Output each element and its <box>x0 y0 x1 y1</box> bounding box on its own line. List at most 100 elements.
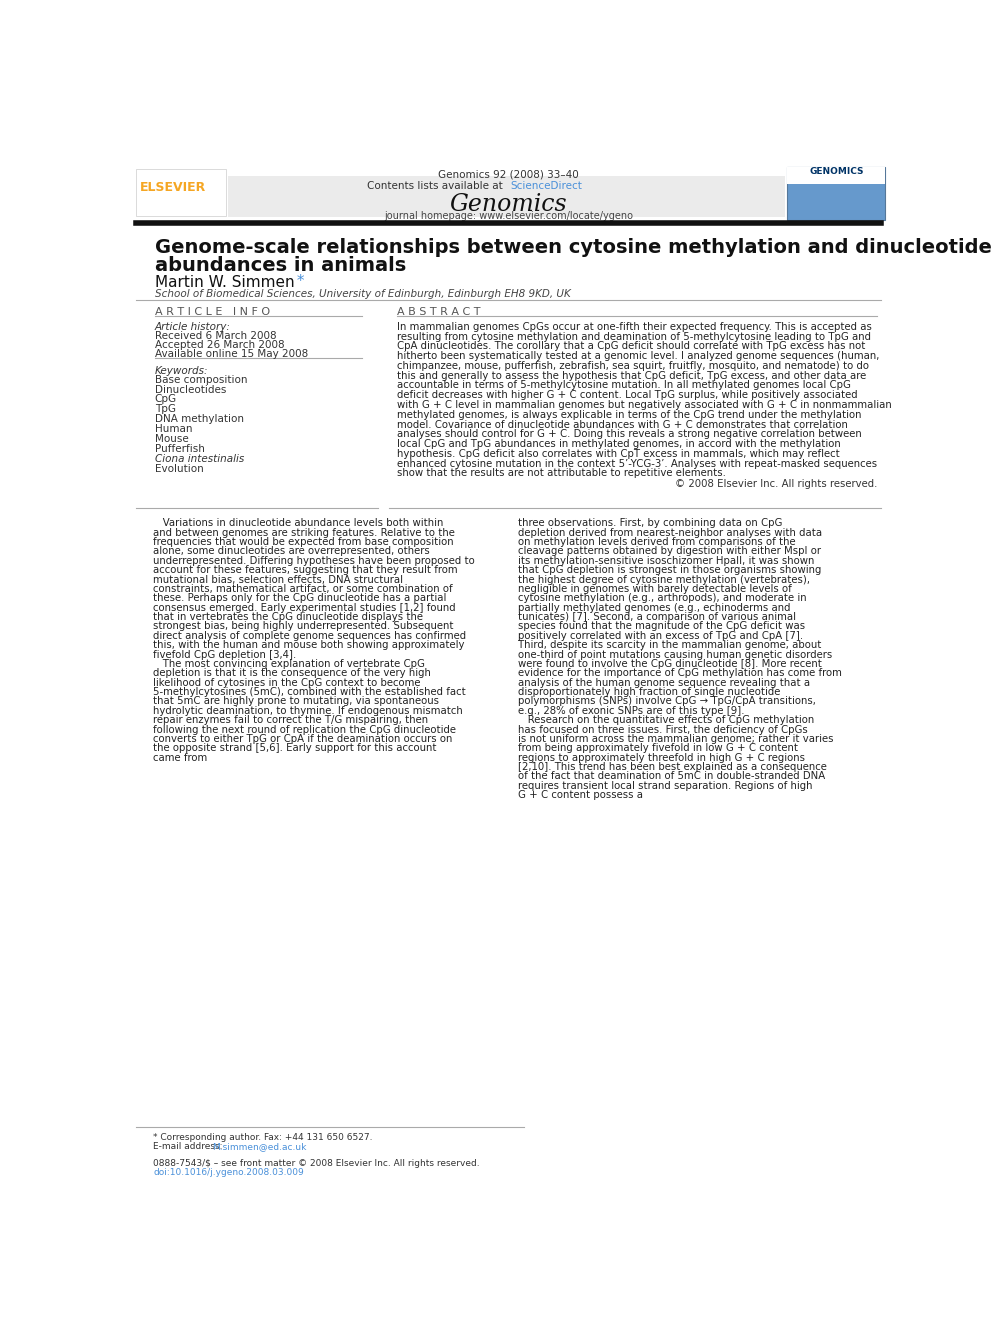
FancyBboxPatch shape <box>788 167 885 184</box>
Text: likelihood of cytosines in the CpG context to become: likelihood of cytosines in the CpG conte… <box>153 677 421 688</box>
Text: this and generally to assess the hypothesis that CpG deficit, TpG excess, and ot: this and generally to assess the hypothe… <box>397 370 866 381</box>
Text: direct analysis of complete genome sequences has confirmed: direct analysis of complete genome seque… <box>153 631 466 640</box>
Text: School of Biomedical Sciences, University of Edinburgh, Edinburgh EH8 9KD, UK: School of Biomedical Sciences, Universit… <box>155 290 570 299</box>
Text: that 5mC are highly prone to mutating, via spontaneous: that 5mC are highly prone to mutating, v… <box>153 696 439 706</box>
Text: from being approximately fivefold in low G + C content: from being approximately fivefold in low… <box>519 744 799 753</box>
Text: model. Covariance of dinucleotide abundances with G + C demonstrates that correl: model. Covariance of dinucleotide abunda… <box>397 419 848 430</box>
Text: hitherto been systematically tested at a genomic level. I analyzed genome sequen: hitherto been systematically tested at a… <box>397 351 879 361</box>
Text: Martin W. Simmen: Martin W. Simmen <box>155 275 295 290</box>
Text: the opposite strand [5,6]. Early support for this account: the opposite strand [5,6]. Early support… <box>153 744 436 753</box>
Text: In mammalian genomes CpGs occur at one-fifth their expected frequency. This is a: In mammalian genomes CpGs occur at one-f… <box>397 321 872 332</box>
Text: A B S T R A C T: A B S T R A C T <box>397 307 480 318</box>
Text: Genome-scale relationships between cytosine methylation and dinucleotide: Genome-scale relationships between cytos… <box>155 238 992 257</box>
Text: Pufferfish: Pufferfish <box>155 445 204 454</box>
Text: e.g., 28% of exonic SNPs are of this type [9].: e.g., 28% of exonic SNPs are of this typ… <box>519 705 745 716</box>
Text: consensus emerged. Early experimental studies [1,2] found: consensus emerged. Early experimental st… <box>153 603 456 613</box>
Text: Genomics: Genomics <box>449 193 567 217</box>
Text: cleavage patterns obtained by digestion with either MspI or: cleavage patterns obtained by digestion … <box>519 546 821 557</box>
Text: Base composition: Base composition <box>155 374 247 385</box>
Text: Dinucleotides: Dinucleotides <box>155 385 226 394</box>
Text: Third, despite its scarcity in the mammalian genome, about: Third, despite its scarcity in the mamma… <box>519 640 821 650</box>
Text: 5-methylcytosines (5mC), combined with the established fact: 5-methylcytosines (5mC), combined with t… <box>153 687 466 697</box>
Text: show that the results are not attributable to repetitive elements.: show that the results are not attributab… <box>397 468 726 479</box>
Text: enhanced cytosine mutation in the context 5’-YCG-3’. Analyses with repeat-masked: enhanced cytosine mutation in the contex… <box>397 459 877 468</box>
Text: methylated genomes, is always explicable in terms of the CpG trend under the met: methylated genomes, is always explicable… <box>397 410 861 419</box>
Text: fivefold CpG depletion [3,4].: fivefold CpG depletion [3,4]. <box>153 650 297 660</box>
Text: negligible in genomes with barely detectable levels of: negligible in genomes with barely detect… <box>519 583 793 594</box>
Text: disproportionately high fraction of single nucleotide: disproportionately high fraction of sing… <box>519 687 781 697</box>
Text: Research on the quantitative effects of CpG methylation: Research on the quantitative effects of … <box>519 716 814 725</box>
Text: one-third of point mutations causing human genetic disorders: one-third of point mutations causing hum… <box>519 650 832 660</box>
Text: is not uniform across the mammalian genome; rather it varies: is not uniform across the mammalian geno… <box>519 734 834 744</box>
Text: regions to approximately threefold in high G + C regions: regions to approximately threefold in hi… <box>519 753 806 762</box>
Text: following the next round of replication the CpG dinucleotide: following the next round of replication … <box>153 725 456 734</box>
Text: analysis of the human genome sequence revealing that a: analysis of the human genome sequence re… <box>519 677 810 688</box>
Text: chimpanzee, mouse, pufferfish, zebrafish, sea squirt, fruitfly, mosquito, and ne: chimpanzee, mouse, pufferfish, zebrafish… <box>397 361 869 370</box>
Text: DNA methylation: DNA methylation <box>155 414 244 425</box>
Text: on methylation levels derived from comparisons of the: on methylation levels derived from compa… <box>519 537 796 548</box>
Text: Variations in dinucleotide abundance levels both within: Variations in dinucleotide abundance lev… <box>153 519 443 528</box>
Text: The most convincing explanation of vertebrate CpG: The most convincing explanation of verte… <box>153 659 426 669</box>
Text: mutational bias, selection effects, DNA structural: mutational bias, selection effects, DNA … <box>153 574 403 585</box>
Text: evidence for the importance of CpG methylation has come from: evidence for the importance of CpG methy… <box>519 668 842 679</box>
Text: repair enzymes fail to correct the T/G mispairing, then: repair enzymes fail to correct the T/G m… <box>153 716 429 725</box>
Text: of the fact that deamination of 5mC in double-stranded DNA: of the fact that deamination of 5mC in d… <box>519 771 825 782</box>
Text: Keywords:: Keywords: <box>155 365 208 376</box>
Text: hypothesis. CpG deficit also correlates with CpT excess in mammals, which may re: hypothesis. CpG deficit also correlates … <box>397 448 839 459</box>
Text: requires transient local strand separation. Regions of high: requires transient local strand separati… <box>519 781 812 791</box>
Text: and between genomes are striking features. Relative to the: and between genomes are striking feature… <box>153 528 455 537</box>
Text: strongest bias, being highly underrepresented. Subsequent: strongest bias, being highly underrepres… <box>153 622 453 631</box>
Text: local CpG and TpG abundances in methylated genomes, in accord with the methylati: local CpG and TpG abundances in methylat… <box>397 439 840 448</box>
Text: positively correlated with an excess of TpG and CpA [7].: positively correlated with an excess of … <box>519 631 804 640</box>
Text: depletion is that it is the consequence of the very high: depletion is that it is the consequence … <box>153 668 432 679</box>
Text: CpG: CpG <box>155 394 177 405</box>
Text: tunicates) [7]. Second, a comparison of various animal: tunicates) [7]. Second, a comparison of … <box>519 613 797 622</box>
Text: frequencies that would be expected from base composition: frequencies that would be expected from … <box>153 537 453 548</box>
Text: polymorphisms (SNPs) involve CpG → TpG/CpA transitions,: polymorphisms (SNPs) involve CpG → TpG/C… <box>519 696 816 706</box>
Text: doi:10.1016/j.ygeno.2008.03.009: doi:10.1016/j.ygeno.2008.03.009 <box>153 1168 304 1177</box>
Text: these. Perhaps only for the CpG dinucleotide has a partial: these. Perhaps only for the CpG dinucleo… <box>153 593 446 603</box>
Text: G + C content possess a: G + C content possess a <box>519 790 644 800</box>
Text: Evolution: Evolution <box>155 463 203 474</box>
Text: M.simmen@ed.ac.uk: M.simmen@ed.ac.uk <box>212 1142 307 1151</box>
Text: its methylation-sensitive isoschizomer HpaII, it was shown: its methylation-sensitive isoschizomer H… <box>519 556 814 566</box>
Text: deficit decreases with higher G + C content. Local TpG surplus, while positively: deficit decreases with higher G + C cont… <box>397 390 857 401</box>
Text: resulting from cytosine methylation and deamination of 5-methylcytosine leading : resulting from cytosine methylation and … <box>397 332 871 341</box>
Text: with G + C level in mammalian genomes but negatively associated with G + C in no: with G + C level in mammalian genomes bu… <box>397 400 892 410</box>
Text: has focused on three issues. First, the deficiency of CpGs: has focused on three issues. First, the … <box>519 725 808 734</box>
Text: [2,10]. This trend has been best explained as a consequence: [2,10]. This trend has been best explain… <box>519 762 827 773</box>
Text: Ciona intestinalis: Ciona intestinalis <box>155 454 244 464</box>
Text: hydrolytic deamination, to thymine. If endogenous mismatch: hydrolytic deamination, to thymine. If e… <box>153 705 463 716</box>
Text: partially methylated genomes (e.g., echinoderms and: partially methylated genomes (e.g., echi… <box>519 603 791 613</box>
Text: abundances in animals: abundances in animals <box>155 255 406 275</box>
Text: underrepresented. Differing hypotheses have been proposed to: underrepresented. Differing hypotheses h… <box>153 556 475 566</box>
Text: © 2008 Elsevier Inc. All rights reserved.: © 2008 Elsevier Inc. All rights reserved… <box>675 479 878 490</box>
FancyBboxPatch shape <box>228 176 786 217</box>
Text: journal homepage: www.elsevier.com/locate/ygeno: journal homepage: www.elsevier.com/locat… <box>384 210 633 221</box>
FancyBboxPatch shape <box>136 169 226 216</box>
Text: the highest degree of cytosine methylation (vertebrates),: the highest degree of cytosine methylati… <box>519 574 810 585</box>
Text: E-mail address:: E-mail address: <box>153 1142 225 1151</box>
Text: cytosine methylation (e.g., arthropods), and moderate in: cytosine methylation (e.g., arthropods),… <box>519 593 807 603</box>
Text: ELSEVIER: ELSEVIER <box>139 181 205 194</box>
Text: depletion derived from nearest-neighbor analyses with data: depletion derived from nearest-neighbor … <box>519 528 822 537</box>
Text: three observations. First, by combining data on CpG: three observations. First, by combining … <box>519 519 783 528</box>
Text: 0888-7543/$ – see front matter © 2008 Elsevier Inc. All rights reserved.: 0888-7543/$ – see front matter © 2008 El… <box>153 1159 480 1168</box>
Text: that CpG depletion is strongest in those organisms showing: that CpG depletion is strongest in those… <box>519 565 821 576</box>
Text: Accepted 26 March 2008: Accepted 26 March 2008 <box>155 340 285 351</box>
Text: Genomics 92 (2008) 33–40: Genomics 92 (2008) 33–40 <box>438 169 578 180</box>
Text: came from: came from <box>153 753 207 762</box>
FancyBboxPatch shape <box>788 167 885 220</box>
Text: this, with the human and mouse both showing approximately: this, with the human and mouse both show… <box>153 640 464 650</box>
Text: *: * <box>292 274 305 288</box>
Text: ScienceDirect: ScienceDirect <box>511 181 582 191</box>
Text: alone, some dinucleotides are overrepresented, others: alone, some dinucleotides are overrepres… <box>153 546 430 557</box>
Text: CpA dinucleotides. The corollary that a CpG deficit should correlate with TpG ex: CpA dinucleotides. The corollary that a … <box>397 341 865 352</box>
Text: Available online 15 May 2008: Available online 15 May 2008 <box>155 349 308 360</box>
Text: TpG: TpG <box>155 405 176 414</box>
Text: Mouse: Mouse <box>155 434 188 445</box>
Text: Contents lists available at: Contents lists available at <box>367 181 506 191</box>
Text: Received 6 March 2008: Received 6 March 2008 <box>155 331 277 341</box>
Text: account for these features, suggesting that they result from: account for these features, suggesting t… <box>153 565 458 576</box>
Text: were found to involve the CpG dinucleotide [8]. More recent: were found to involve the CpG dinucleoti… <box>519 659 822 669</box>
